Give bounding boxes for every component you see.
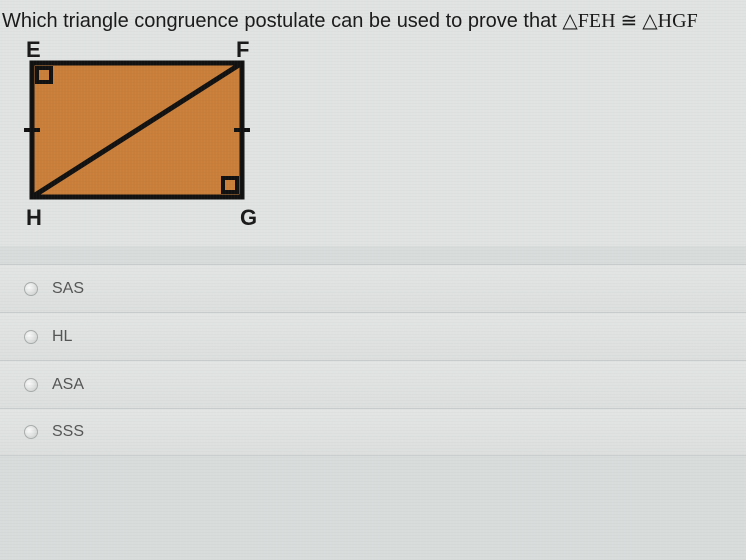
answer-label: SAS [52,280,84,298]
svg-text:E: E [26,41,41,62]
answer-label: ASA [52,376,84,394]
answer-option-asa[interactable]: ASA [0,360,746,408]
rectangle-diagram: E F H G [14,41,274,241]
answer-option-sas[interactable]: SAS [0,264,746,312]
congruent-symbol: ≅ [616,10,643,32]
radio-icon [24,330,38,344]
answer-label: HL [52,328,72,346]
answer-list: SAS HL ASA SSS [0,264,746,456]
question-prefix: Which triangle congruence postulate can … [2,10,562,32]
radio-icon [24,282,38,296]
radio-icon [24,378,38,392]
svg-text:G: G [240,205,257,230]
radio-icon [24,425,38,439]
answer-option-hl[interactable]: HL [0,312,746,360]
question-text: Which triangle congruence postulate can … [0,0,746,39]
answer-option-sss[interactable]: SSS [0,408,746,456]
figure-container: E F H G [0,39,746,246]
answer-label: SSS [52,423,84,441]
svg-text:H: H [26,205,42,230]
triangle-1: △FEH [562,10,615,32]
triangle-2: △HGF [642,10,697,32]
svg-text:F: F [236,41,249,62]
